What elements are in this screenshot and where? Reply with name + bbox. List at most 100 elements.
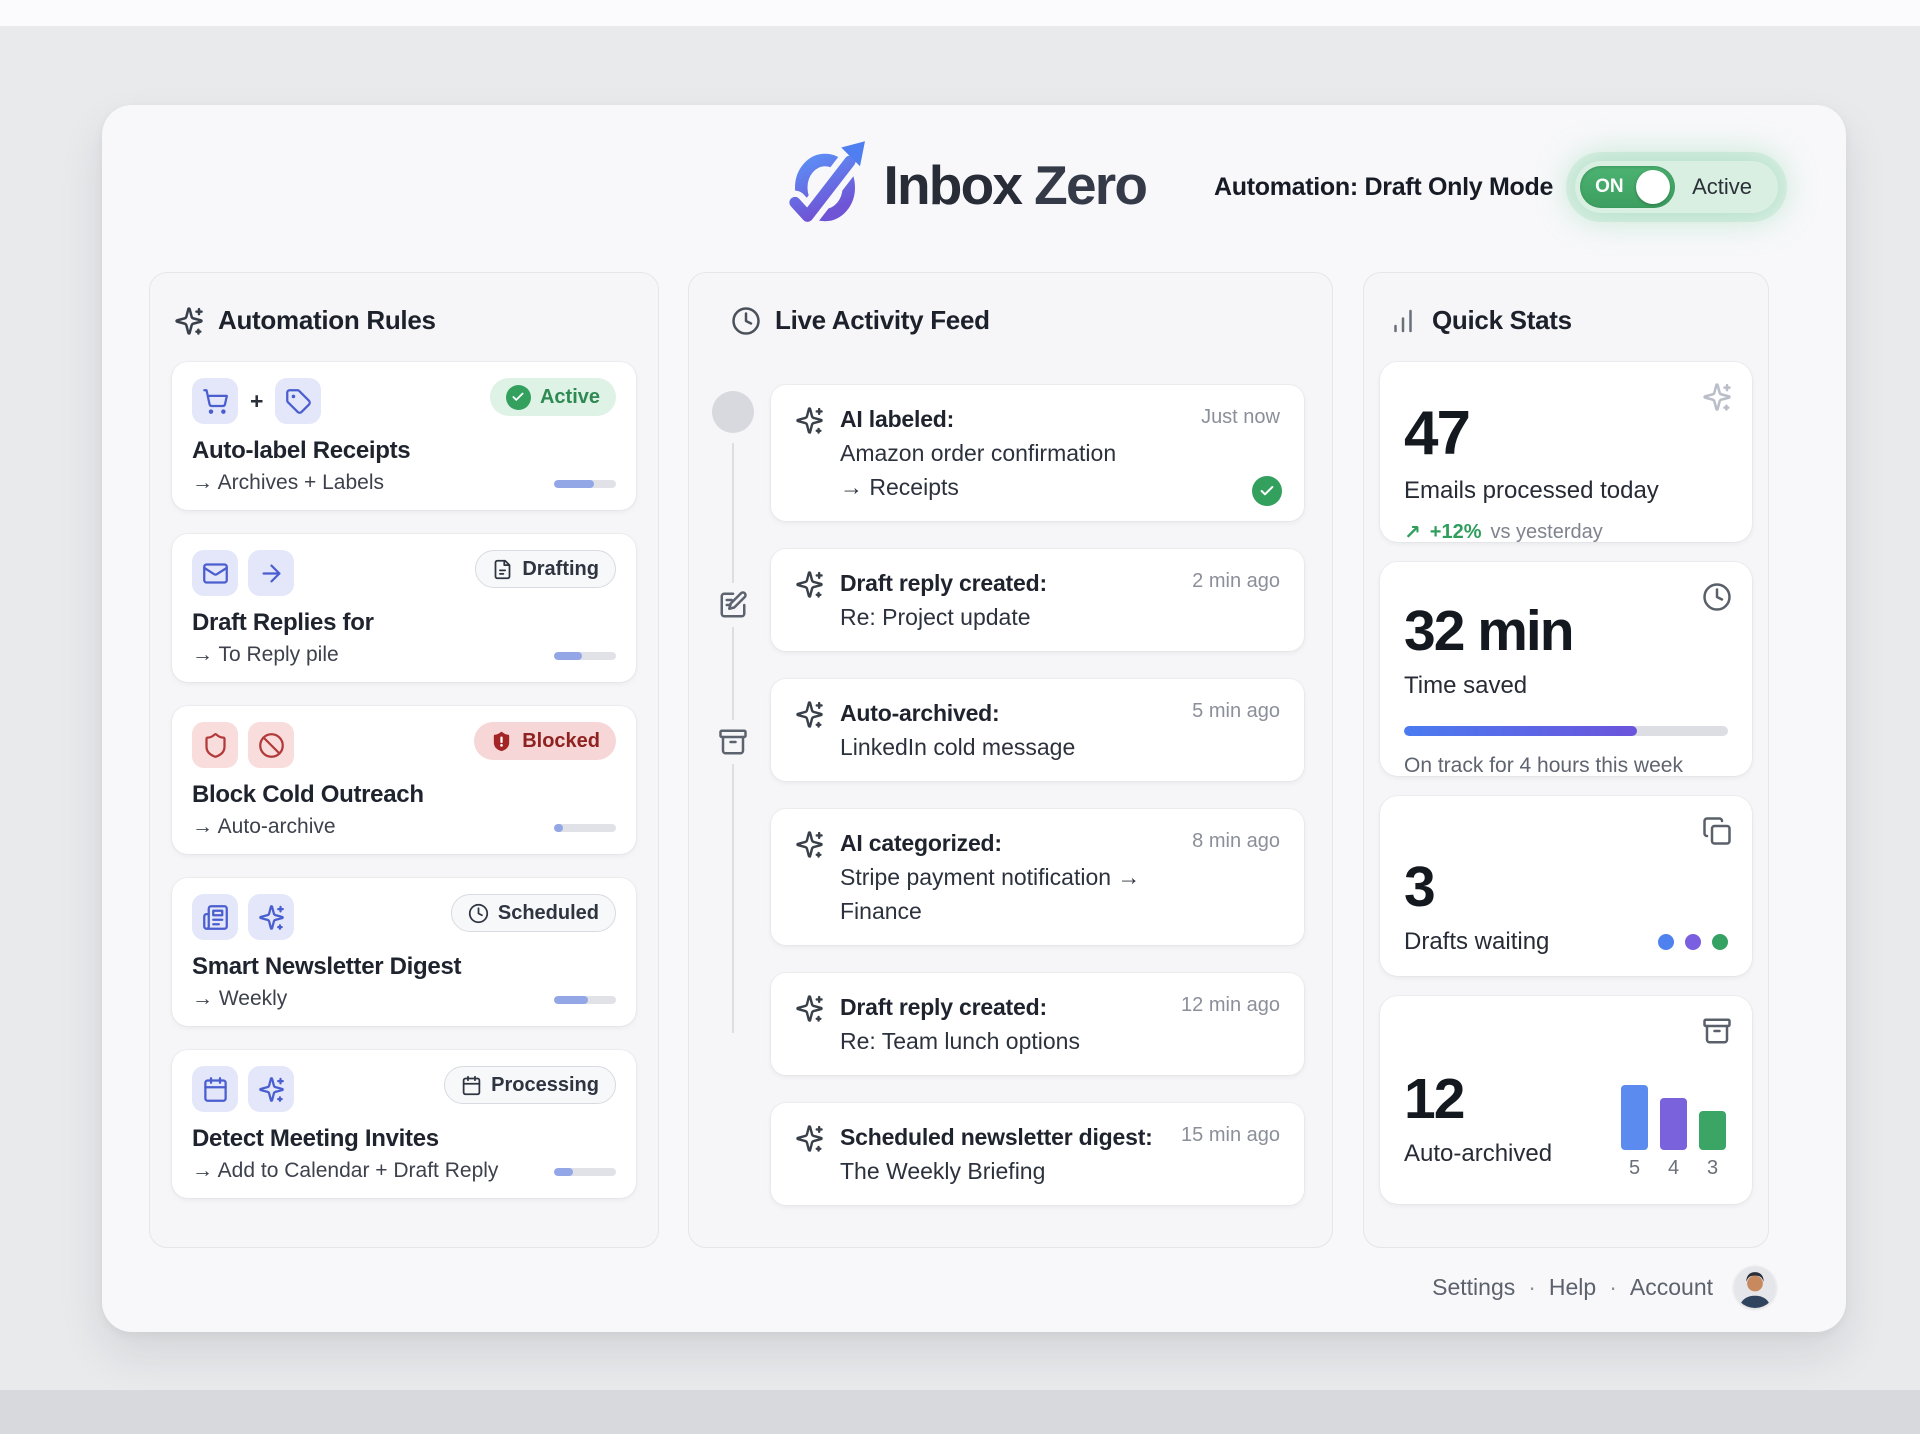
settings-link[interactable]: Settings (1432, 1273, 1516, 1300)
rule-card-auto-label-receipts[interactable]: + Active Auto-label Receipts → Archives … (172, 362, 636, 510)
arrow-right-icon (248, 550, 294, 596)
sparkles-icon (1702, 382, 1732, 412)
quick-stats-header: Quick Stats (1388, 305, 1744, 336)
automation-rules-header: Automation Rules (174, 305, 634, 336)
rule-subtitle: → To Reply pile (192, 643, 339, 666)
cart-icon (192, 378, 238, 424)
compose-icon (718, 583, 748, 627)
app-window: Inbox Zero Automation: Draft Only Mode ON… (102, 105, 1846, 1332)
stat-value: 3 (1404, 855, 1436, 919)
rule-card-detect-meeting-invites[interactable]: Processing Detect Meeting Invites → Add … (172, 1050, 636, 1198)
automation-toggle[interactable]: ON (1580, 166, 1676, 208)
status-badge-active: Active (489, 378, 616, 416)
rule-progress (554, 480, 616, 488)
trend-value: +12% (1429, 521, 1482, 543)
timestamp: 2 min ago (1192, 570, 1280, 592)
archive-icon (718, 720, 748, 764)
stat-card-auto-archived: 12 Auto-archived 5 4 3 (1380, 996, 1752, 1204)
rule-subtitle: → Archives + Labels (192, 471, 385, 494)
timestamp: 12 min ago (1181, 994, 1280, 1016)
rule-subtitle: → Auto-archive (192, 815, 336, 838)
timeline-dot (712, 391, 754, 433)
stat-label: Auto-archived (1404, 1140, 1553, 1167)
activity-item-draft-reply-project[interactable]: Draft reply created: Re: Project update … (771, 549, 1304, 651)
stat-card-emails-processed: 47 Emails processed today ↗ +12% vs yest… (1380, 362, 1752, 544)
sparkles-icon (795, 830, 824, 928)
stat-card-time-saved: 32 min Time saved On track for 4 hours t… (1380, 562, 1752, 777)
rule-progress (554, 652, 616, 660)
rule-subtitle: → Add to Calendar + Draft Reply (192, 1159, 499, 1182)
sparkles-icon (174, 306, 204, 336)
rule-title: Block Cold Outreach (192, 781, 424, 808)
footer: Settings · Help · Account (1432, 1266, 1776, 1308)
rule-title: Auto-label Receipts (192, 437, 411, 464)
automation-status-pill: ON Active (1575, 161, 1778, 213)
activity-item-auto-archived[interactable]: Auto-archived: LinkedIn cold message 5 m… (771, 679, 1304, 781)
plus-joiner: + (250, 387, 264, 414)
toggle-on-label: ON (1595, 176, 1624, 197)
rule-card-draft-replies[interactable]: Drafting Draft Replies for → To Reply pi… (172, 534, 636, 682)
automation-rules-panel: Automation Rules + Active Auto-label Rec… (149, 272, 659, 1248)
brand: Inbox Zero (787, 139, 1148, 231)
activity-item-draft-reply-lunch[interactable]: Draft reply created: Re: Team lunch opti… (771, 973, 1304, 1075)
automation-mode-control: Automation: Draft Only Mode ON Active (1214, 161, 1778, 213)
sparkles-icon (795, 1124, 824, 1188)
clock-icon (731, 306, 761, 336)
timestamp: 5 min ago (1192, 700, 1280, 722)
success-check-icon (1252, 476, 1282, 506)
sparkles-icon (795, 406, 824, 504)
automation-mode-label: Automation: Draft Only Mode (1213, 172, 1554, 201)
rule-title: Draft Replies for (192, 609, 374, 636)
activity-feed-panel: Live Activity Feed AI labeled: Amazon or… (688, 272, 1333, 1248)
copy-pages-icon (1702, 816, 1732, 846)
mail-icon (192, 550, 238, 596)
sparkles-icon (795, 994, 824, 1058)
ban-icon (248, 722, 294, 768)
progress-note: On track for 4 hours this week (1404, 754, 1683, 777)
activity-item-ai-categorized[interactable]: AI categorized: Stripe payment notificat… (771, 809, 1304, 945)
rule-card-smart-newsletter-digest[interactable]: Scheduled Smart Newsletter Digest → Week… (172, 878, 636, 1026)
stat-label: Time saved (1404, 672, 1528, 699)
status-badge-processing: Processing (444, 1066, 616, 1104)
status-badge: Active (1692, 174, 1752, 199)
check-icon (505, 384, 531, 410)
rule-progress (554, 996, 616, 1004)
stat-label: Emails processed today (1404, 477, 1659, 504)
tag-icon (275, 378, 322, 424)
trend-context: vs yesterday (1490, 521, 1603, 543)
quick-stats-panel: Quick Stats 47 Emails processed today ↗ … (1363, 272, 1769, 1248)
activity-item-newsletter-digest[interactable]: Scheduled newsletter digest: The Weekly … (771, 1103, 1304, 1205)
sparkles-icon (795, 700, 824, 764)
stat-value: 12 (1404, 1067, 1465, 1131)
help-link[interactable]: Help (1548, 1273, 1597, 1300)
bar-chart-icon (1388, 306, 1418, 336)
calendar-icon (461, 1075, 482, 1096)
stat-label: Drafts waiting (1404, 928, 1550, 955)
activity-item-ai-labeled[interactable]: AI labeled: Amazon order confirmation → … (771, 385, 1304, 521)
rule-progress (554, 1168, 616, 1176)
shield-icon (192, 722, 238, 768)
calendar-icon (192, 1066, 238, 1112)
sparkles-icon (248, 1066, 294, 1112)
auto-archived-bar-chart: 5 4 3 (1621, 1085, 1726, 1180)
file-icon (492, 559, 513, 580)
trend-up-arrow: ↗ (1404, 522, 1421, 544)
stat-card-drafts-waiting: 3 Drafts waiting (1380, 796, 1752, 976)
avatar[interactable] (1734, 1266, 1776, 1308)
time-saved-progress (1404, 726, 1728, 736)
toggle-knob (1636, 170, 1671, 204)
rule-title: Smart Newsletter Digest (192, 953, 462, 980)
stat-value: 47 (1404, 399, 1471, 468)
inbox-zero-logo (787, 141, 865, 229)
rule-card-block-cold-outreach[interactable]: Blocked Block Cold Outreach → Auto-archi… (172, 706, 636, 854)
account-link[interactable]: Account (1629, 1273, 1713, 1300)
rule-subtitle: → Weekly (192, 987, 288, 1010)
timestamp: 8 min ago (1192, 830, 1280, 852)
clock-icon (468, 903, 489, 924)
status-badge-scheduled: Scheduled (450, 894, 616, 932)
archive-icon (1702, 1016, 1732, 1046)
timestamp: 15 min ago (1181, 1124, 1280, 1146)
status-badge-drafting: Drafting (475, 550, 616, 588)
sparkles-icon (795, 570, 824, 634)
stat-value: 32 min (1404, 599, 1575, 663)
